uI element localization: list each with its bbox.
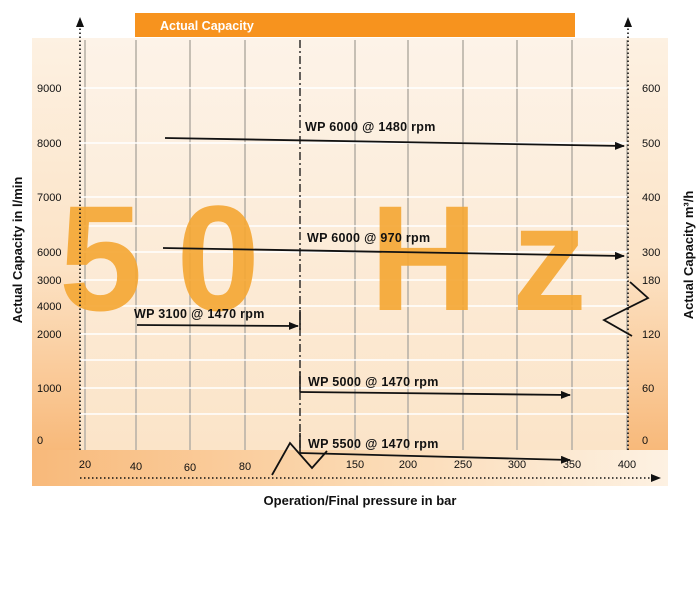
y-left-tick-label: 3000 bbox=[37, 275, 61, 287]
series-line bbox=[136, 321, 299, 330]
series-line bbox=[299, 452, 571, 464]
x-tick-label: 400 bbox=[618, 459, 636, 471]
y-left-tick-label: 0 bbox=[37, 435, 43, 447]
series-line bbox=[162, 247, 625, 260]
series-line bbox=[164, 137, 625, 150]
right-tick-labels: 0 60 120 180 300 400 500 600 bbox=[642, 83, 660, 447]
y-right-tick-label: 180 bbox=[642, 275, 660, 287]
y-right-tick-label: 300 bbox=[642, 247, 660, 259]
y-right-tick-label: 0 bbox=[642, 435, 648, 447]
y-left-tick-label: 9000 bbox=[37, 83, 61, 95]
series-group: WP 6000 @ 1480 rpm WP 6000 @ 970 rpm WP 31… bbox=[134, 120, 625, 464]
y-right-tick-label: 500 bbox=[642, 138, 660, 150]
chart-title: Actual Capacity bbox=[160, 19, 254, 33]
y-axis-break-mark bbox=[602, 281, 650, 337]
series-label: WP 6000 @ 970 rpm bbox=[307, 231, 430, 245]
series-line bbox=[299, 390, 571, 399]
x-tick-label: 60 bbox=[184, 462, 196, 474]
y-right-tick-label: 400 bbox=[642, 192, 660, 204]
y-right-tick-label: 600 bbox=[642, 83, 660, 95]
x-tick-label: 200 bbox=[399, 459, 417, 471]
series-label: WP 6000 @ 1480 rpm bbox=[305, 120, 436, 134]
watermark: 50 Hz bbox=[59, 174, 621, 342]
y-left-tick-label: 6000 bbox=[37, 247, 61, 259]
series-label: WP 5500 @ 1470 rpm bbox=[308, 437, 439, 451]
y-left-tick-label: 7000 bbox=[37, 192, 61, 204]
y-left-tick-label: 1000 bbox=[37, 383, 61, 395]
x-tick-label: 40 bbox=[130, 461, 142, 473]
grid bbox=[80, 40, 628, 450]
left-band bbox=[32, 38, 80, 450]
x-axis-label: Operation/Final pressure in bar bbox=[264, 493, 457, 508]
series-label: WP 5000 @ 1470 rpm bbox=[308, 375, 439, 389]
y-left-tick-label: 4000 bbox=[37, 301, 61, 313]
right-band bbox=[628, 38, 668, 450]
x-tick-label: 250 bbox=[454, 459, 472, 471]
left-tick-labels: 0 1000 2000 3000 4000 6000 7000 8000 9000 bbox=[37, 83, 61, 447]
series-label: WP 3100 @ 1470 rpm bbox=[134, 307, 265, 321]
x-tick-label: 150 bbox=[346, 459, 364, 471]
x-tick-label: 20 bbox=[79, 459, 91, 471]
x-tick-label: 300 bbox=[508, 459, 526, 471]
y-right-tick-label: 60 bbox=[642, 383, 654, 395]
y-left-tick-label: 2000 bbox=[37, 329, 61, 341]
right-y-axis-label: Actual Capacity m³/h bbox=[681, 191, 696, 320]
x-tick-label: 350 bbox=[563, 459, 581, 471]
left-y-axis-label: Actual Capacity in l/min bbox=[10, 177, 25, 324]
title-banner bbox=[135, 13, 575, 37]
y-left-tick-label: 8000 bbox=[37, 138, 61, 150]
y-right-tick-label: 120 bbox=[642, 329, 660, 341]
plot-background bbox=[80, 38, 628, 450]
x-axis-break-mark bbox=[271, 441, 328, 476]
x-tick-label: 80 bbox=[239, 461, 251, 473]
